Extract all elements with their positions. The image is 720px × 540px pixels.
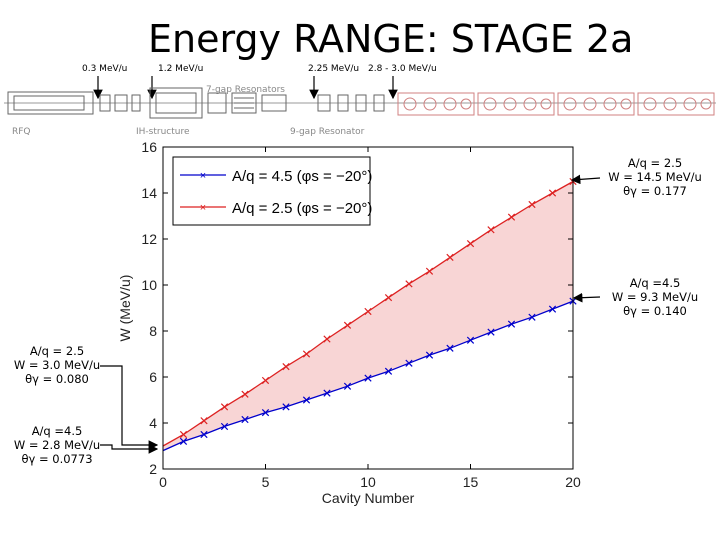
data-point-aq25 (548, 189, 557, 197)
energy-chart: 0 5 10 15 20 2 4 6 8 10 12 14 16 Cavity Number W (M… (117, 139, 581, 506)
data-point-aq45 (466, 336, 475, 344)
data-point-aq25 (425, 267, 434, 275)
legend: × A/q = 4.5 (φs = −20°) × A/q = 2.5 (φs … (172, 156, 372, 226)
data-point-aq45 (405, 359, 413, 367)
annotation-line: A/q = 2.5 (627, 156, 683, 170)
annotation-line: W = 2.8 MeV/u (13, 438, 101, 452)
data-point-aq25 (384, 294, 393, 302)
beamline-label-1: 1.2 MeV/u (158, 64, 204, 74)
annotation-line: A/q = 2.5 (29, 344, 85, 358)
annotation-line: θγ = 0.0773 (21, 452, 93, 466)
beamline-label-2: 2.25 MeV/u (308, 64, 360, 74)
legend-label-aq45: A/q = 4.5 (φs = −20°) (232, 168, 372, 185)
data-point-aq25 (466, 239, 475, 248)
data-point-aq45 (241, 415, 249, 424)
data-point-aq25 (323, 335, 331, 343)
x-tick-label: 5 (262, 474, 270, 490)
y-tick-label: 12 (141, 231, 157, 247)
data-point-aq25 (446, 253, 454, 262)
data-point-aq25 (364, 307, 372, 316)
y-axis-label: W (MeV/u) (117, 275, 133, 342)
annotation-line: θγ = 0.140 (623, 304, 687, 318)
data-point-aq25 (282, 363, 290, 371)
y-tick-label: 16 (141, 139, 157, 155)
annotation-line: θγ = 0.177 (623, 184, 687, 198)
data-point-aq45 (507, 320, 516, 328)
annotation-left-bottom: A/q =4.5 W = 2.8 MeV/u θγ = 0.0773 (4, 424, 110, 466)
data-point-aq25 (220, 403, 229, 411)
data-point-aq25 (507, 213, 516, 221)
data-point-aq45 (446, 344, 454, 352)
data-point-aq45 (548, 305, 557, 313)
annotation-arrows (100, 174, 601, 454)
data-point-aq25 (528, 200, 536, 209)
annotation-left-top: A/q = 2.5 W = 3.0 MeV/u θγ = 0.080 (4, 344, 110, 386)
beamline-label-0: 0.3 MeV/u (82, 64, 128, 74)
data-point-aq25 (261, 376, 270, 385)
beamline-text-ih: IH-structure (136, 127, 190, 137)
data-point-aq45 (364, 374, 372, 382)
x-tick-label: 15 (463, 474, 479, 490)
data-point-aq45 (323, 389, 331, 397)
data-point-aq45 (384, 367, 393, 375)
legend-marker-aq25: × (200, 202, 206, 214)
y-tick-label: 14 (141, 185, 157, 201)
annotation-right-top: A/q = 2.5 W = 14.5 MeV/u θγ = 0.177 (600, 156, 710, 198)
data-point-aq25 (241, 390, 249, 398)
x-tick-label: 20 (565, 474, 581, 490)
data-point-aq25 (343, 321, 352, 329)
beamline-arrows (93, 76, 398, 100)
beamline-text-9gap: 9-gap Resonator (290, 127, 365, 137)
legend-label-aq25: A/q = 2.5 (φs = −20°) (232, 200, 372, 217)
series-fill-between (163, 181, 573, 451)
y-tick-label: 10 (141, 277, 157, 293)
annotation-line: θγ = 0.080 (25, 372, 89, 386)
data-point-aq45 (179, 437, 188, 446)
beamline-label-3: 2.8 - 3.0 MeV/u (368, 64, 437, 74)
data-point-aq25 (405, 280, 413, 288)
legend-box (172, 156, 371, 226)
data-point-aq45 (282, 403, 290, 411)
data-point-aq45 (261, 409, 270, 417)
annotation-line: A/q =4.5 (629, 276, 681, 290)
data-point-aq45 (302, 396, 311, 404)
data-point-aq25 (200, 417, 208, 425)
beamline-text-7gap: 7-gap Resonators (206, 85, 285, 95)
annotation-line: A/q =4.5 (31, 424, 83, 438)
data-point-aq25 (487, 226, 495, 234)
beamline-schematic: RFQ IH-structure 7-gap Resonators 9-gap … (4, 85, 716, 137)
annotation-line: W = 14.5 MeV/u (608, 170, 702, 184)
y-tick-label: 6 (149, 369, 157, 385)
slide-title: Energy RANGE: STAGE 2a (148, 17, 634, 61)
beamline-text-rfq: RFQ (12, 127, 31, 137)
data-point-aq25 (302, 350, 311, 358)
data-point-aq45 (487, 328, 495, 336)
annotation-line: W = 9.3 MeV/u (611, 290, 699, 304)
x-tick-label: 10 (360, 474, 376, 490)
x-axis-label: Cavity Number (322, 490, 415, 506)
y-tick-label: 2 (149, 461, 157, 477)
data-point-aq25 (179, 430, 188, 439)
legend-marker-aq45: × (200, 170, 206, 182)
data-point-aq45 (425, 351, 434, 359)
annotation-line: W = 3.0 MeV/u (13, 358, 101, 372)
data-point-aq45 (220, 422, 229, 431)
y-tick-label: 4 (149, 415, 157, 431)
x-tick-label: 0 (159, 474, 167, 490)
data-point-aq45 (200, 430, 208, 439)
data-point-aq45 (528, 313, 536, 321)
data-point-aq45 (343, 382, 352, 390)
annotation-right-mid: A/q =4.5 W = 9.3 MeV/u θγ = 0.140 (600, 276, 710, 318)
y-tick-label: 8 (149, 323, 157, 339)
